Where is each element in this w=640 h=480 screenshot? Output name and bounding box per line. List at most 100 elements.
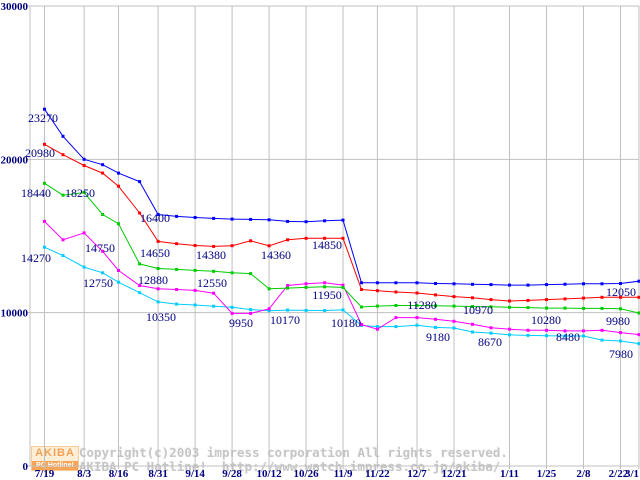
series-cyan-marker (508, 333, 511, 337)
series-blue-marker (526, 283, 530, 287)
series-red-marker (360, 288, 363, 291)
series-red-marker (434, 293, 437, 297)
x-tick-label: 9/28 (222, 468, 242, 480)
value-label: 9980 (606, 314, 630, 328)
series-cyan-marker (304, 308, 308, 312)
x-tick-label: 1/25 (537, 468, 557, 480)
series-red-marker (175, 242, 179, 246)
series-red-marker (304, 236, 308, 240)
series-red-marker (489, 298, 493, 302)
series-cyan-marker (82, 265, 86, 269)
series-cyan-marker (61, 254, 65, 258)
series-magenta-marker (212, 291, 216, 295)
series-red-marker (43, 142, 46, 146)
x-tick-label: 8/3 (77, 468, 92, 480)
series-red-marker (193, 244, 197, 247)
series-red-marker (212, 244, 216, 248)
x-tick-label: 8/16 (109, 468, 129, 480)
series-magenta-marker (545, 328, 548, 332)
value-label: 11280 (407, 298, 437, 312)
series-red-marker (394, 290, 398, 294)
value-label: 9950 (229, 316, 253, 330)
series-magenta-marker (323, 281, 327, 285)
series-green-marker (471, 305, 474, 308)
series-magenta-marker (415, 316, 419, 320)
series-red-marker (545, 298, 548, 302)
series-magenta-marker (471, 322, 474, 326)
series-magenta (43, 219, 640, 337)
series-green-marker (508, 305, 511, 309)
series-red-marker (61, 153, 65, 157)
series-magenta-marker (267, 307, 271, 311)
series-red-marker (156, 239, 160, 243)
y-tick-label: 0 (23, 461, 29, 473)
series-magenta-marker (619, 331, 622, 335)
series-red-marker (582, 296, 585, 300)
value-label: 23270 (28, 111, 58, 125)
series-magenta-marker (508, 327, 511, 331)
series-magenta-marker (156, 287, 160, 291)
series-cyan-marker (267, 309, 271, 313)
value-label: 10180 (331, 316, 361, 330)
series-blue-marker (452, 282, 456, 286)
series-cyan-marker (193, 303, 197, 307)
series-magenta-marker (375, 327, 379, 331)
series-green-marker (600, 306, 604, 310)
value-label: 14750 (85, 241, 115, 255)
series-green-marker (375, 304, 379, 308)
series-cyan-marker (101, 271, 105, 275)
series-blue-marker (360, 281, 363, 285)
series-green-marker (637, 311, 640, 315)
value-label: 14850 (312, 238, 342, 252)
plot-border (26, 5, 640, 467)
series-blue-marker (415, 281, 419, 285)
value-label: 10970 (463, 303, 493, 317)
series-cyan-marker (619, 339, 622, 343)
series-green-marker (286, 286, 290, 290)
y-axis-labels: 30000 20000 10000 0 (1, 1, 29, 473)
value-label: 14270 (21, 251, 51, 265)
series-magenta-marker (526, 328, 530, 332)
series-green-marker (101, 213, 105, 216)
series-magenta-marker (489, 326, 493, 330)
series-green-marker (61, 193, 65, 197)
series-red-marker (637, 295, 640, 299)
series-magenta-marker (600, 328, 604, 332)
series-blue-marker (286, 219, 290, 223)
series-magenta-marker (582, 329, 585, 333)
series-green-marker (267, 287, 271, 291)
series-magenta-marker (117, 269, 120, 272)
x-tick-label: 2/8 (576, 468, 591, 480)
x-tick-label: 8/31 (148, 468, 168, 480)
series-magenta-marker (286, 284, 290, 287)
series-red-marker (230, 244, 234, 248)
series-green-marker (360, 305, 363, 309)
series-green-marker (304, 285, 308, 289)
series-blue-marker (193, 216, 197, 219)
series-green-marker (394, 304, 398, 307)
x-tick-label: 9/14 (185, 468, 205, 480)
series-red-marker (563, 297, 567, 301)
series-magenta-marker (637, 333, 640, 337)
series-green-marker (138, 262, 142, 266)
series-magenta-marker (563, 329, 567, 333)
horizontal-gridlines (26, 5, 639, 467)
series-red-marker (375, 289, 379, 293)
series-cyan-marker (434, 325, 437, 329)
x-tick-label: 7/19 (35, 468, 55, 480)
series-blue-marker (82, 157, 86, 161)
series-green-marker (323, 285, 327, 289)
series-red-marker (82, 164, 86, 167)
x-tick-label: 12/21 (441, 468, 466, 480)
x-tick-label: 3/1 (625, 468, 639, 480)
series-magenta-marker (304, 282, 308, 286)
series-cyan-marker (637, 342, 640, 346)
series-magenta-marker (360, 323, 363, 327)
value-label: 10170 (270, 313, 300, 327)
series-green-marker (415, 304, 419, 307)
series-blue-marker (434, 282, 437, 285)
series-blue-marker (619, 282, 622, 285)
value-label: 10280 (531, 313, 561, 327)
series-magenta-marker (43, 219, 46, 223)
value-label: 12050 (606, 285, 636, 299)
